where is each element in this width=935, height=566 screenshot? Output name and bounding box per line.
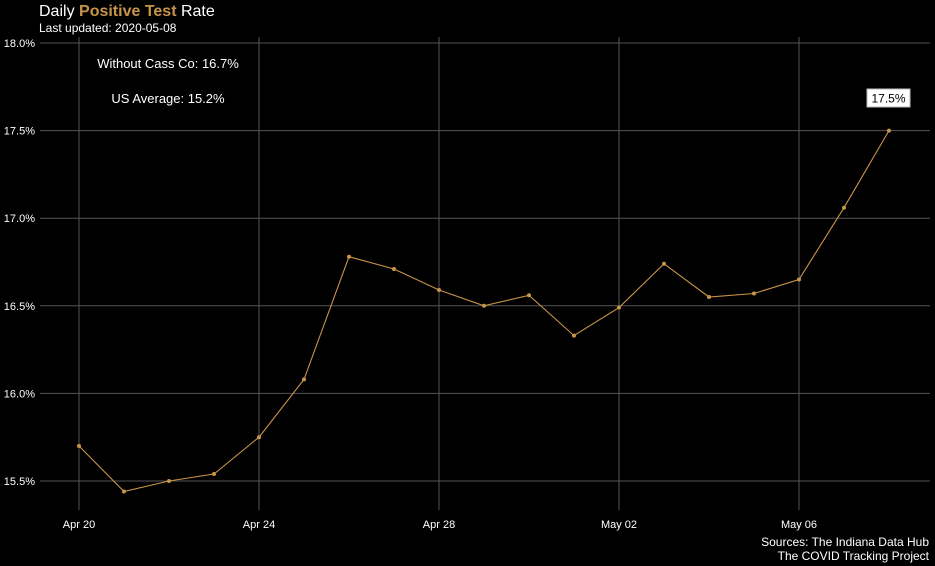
series-line xyxy=(78,130,890,493)
data-point xyxy=(437,288,441,293)
y-tick-label: 17.5% xyxy=(4,126,35,138)
data-point xyxy=(77,443,81,448)
data-point xyxy=(257,435,261,440)
data-point xyxy=(842,205,846,210)
chart-subtitle: Last updated: 2020-05-08 xyxy=(39,21,177,35)
data-point xyxy=(797,277,801,282)
data-point xyxy=(617,305,621,310)
title-prefix: Daily xyxy=(39,3,80,20)
y-tick-label: 17.0% xyxy=(4,213,35,225)
x-tick-label: Apr 24 xyxy=(243,519,275,531)
last-value-box xyxy=(866,88,911,108)
data-point xyxy=(347,254,351,259)
y-tick-label: 16.0% xyxy=(4,388,35,400)
data-point xyxy=(167,479,171,483)
data-point xyxy=(302,377,306,382)
annotation-us-average: US Average: 15.2% xyxy=(111,91,225,106)
x-tick-label: May 06 xyxy=(781,519,817,531)
data-point xyxy=(482,303,486,308)
caption-line-1: Sources: The Indiana Data Hub xyxy=(761,535,929,549)
y-tick-label: 18.0% xyxy=(4,38,35,50)
y-tick-label: 15.5% xyxy=(4,476,35,488)
y-tick-label: 16.5% xyxy=(4,301,35,313)
data-point xyxy=(122,489,126,494)
data-point xyxy=(392,267,396,272)
data-point xyxy=(212,471,216,476)
chart-caption: Sources: The Indiana Data Hub The COVID … xyxy=(761,535,929,563)
caption-line-2: The COVID Tracking Project xyxy=(777,549,929,563)
title-suffix: Rate xyxy=(176,3,215,20)
data-point xyxy=(887,128,891,133)
last-value-label: 17.5% xyxy=(871,92,905,106)
annotation-without-cass: Without Cass Co: 16.7% xyxy=(97,56,239,71)
data-point xyxy=(752,291,756,296)
title-accent: Positive Test xyxy=(79,3,177,20)
x-tick-label: Apr 20 xyxy=(63,519,95,531)
x-tick-label: Apr 28 xyxy=(423,519,455,531)
x-tick-label: May 02 xyxy=(601,519,637,531)
chart-title: Daily Positive Test Rate xyxy=(39,3,215,21)
data-point xyxy=(527,293,531,298)
data-point xyxy=(662,261,666,266)
data-point xyxy=(707,295,711,300)
data-point xyxy=(572,333,576,338)
